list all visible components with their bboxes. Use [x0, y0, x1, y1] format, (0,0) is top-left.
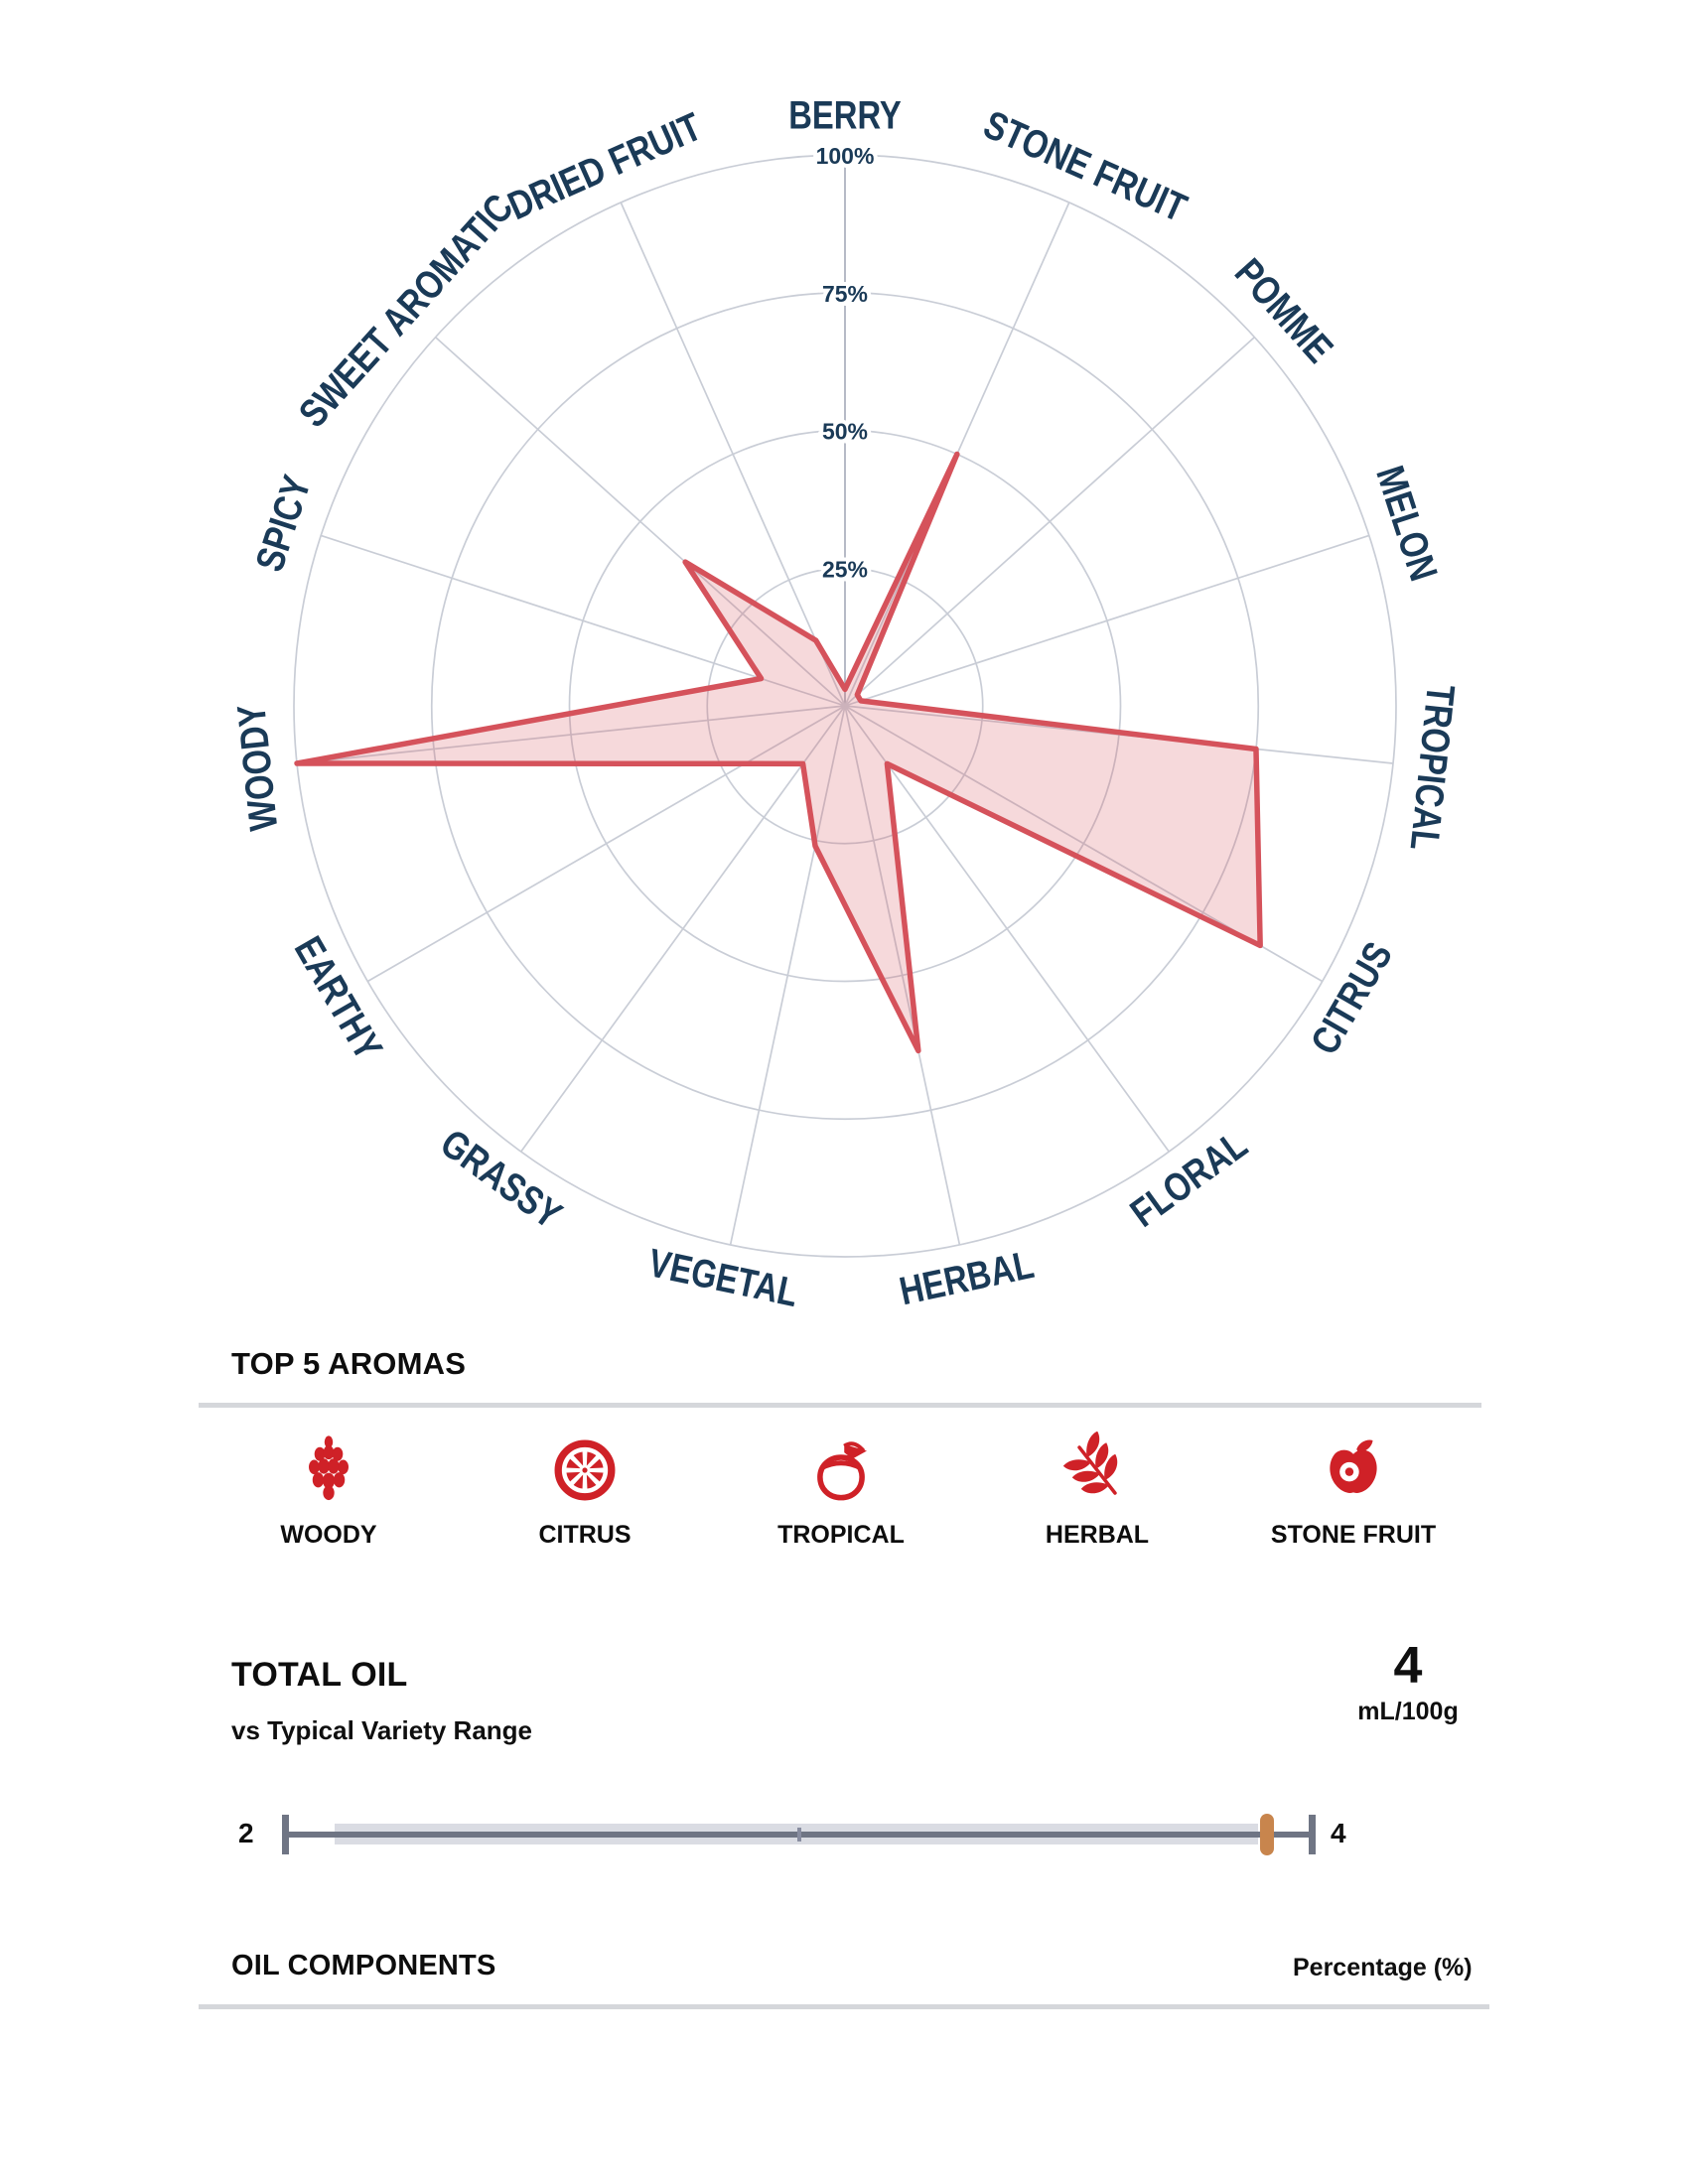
radar-axis-label: TROPICAL — [1402, 683, 1464, 853]
radar-axis-label: CITRUS — [1302, 934, 1401, 1061]
aroma-label: TROPICAL — [777, 1521, 905, 1549]
aroma-item-citrus: CITRUS — [457, 1430, 713, 1550]
radar-spoke — [296, 705, 846, 764]
aroma-label: HERBAL — [1045, 1521, 1150, 1549]
radar-ring-label: 75% — [822, 281, 868, 307]
total-oil-value-block: 4 mL/100g — [1309, 1640, 1507, 1726]
oil-range-right-cap — [1309, 1815, 1316, 1854]
radar-spoke — [844, 705, 1170, 1153]
radar-spoke — [434, 337, 846, 707]
radar-axis-label: SPICY — [246, 470, 319, 576]
aroma-label: CITRUS — [538, 1521, 632, 1549]
radar-axis-label: WOODY — [228, 702, 286, 832]
oil-range-max-label: 4 — [1331, 1818, 1346, 1848]
aroma-label: STONE FRUIT — [1270, 1521, 1437, 1549]
aroma-item-stone-fruit: STONE FRUIT — [1225, 1430, 1481, 1550]
citrus-slice-icon — [554, 1439, 616, 1501]
radar-spoke — [366, 705, 846, 983]
divider — [199, 2004, 1489, 2009]
radar-axis-label: MELON — [1367, 461, 1446, 586]
herb-sprig-icon — [1062, 1432, 1118, 1495]
radar-axis-label: POMME — [1226, 250, 1341, 371]
radar-axis-label: STONE FRUIT — [977, 102, 1193, 231]
radar-spoke — [620, 202, 846, 707]
total-oil-header: TOTAL OIL — [231, 1656, 408, 1694]
total-oil-unit: mL/100g — [1357, 1698, 1459, 1725]
aroma-radar-chart: 25% 50% 75% 100% BERRY STONE FRUIT POMME MELON T… — [228, 92, 1464, 1315]
coconut-drink-icon — [817, 1441, 867, 1501]
total-oil-subheader: vs Typical Variety Range — [231, 1715, 532, 1745]
pinecone-icon — [309, 1435, 349, 1501]
oil-range-left-cap — [282, 1815, 289, 1854]
radar-axis-label: BERRY — [788, 92, 902, 137]
top5-aromas-header: TOP 5 AROMAS — [231, 1346, 467, 1381]
aroma-item-woody: WOODY — [201, 1430, 457, 1550]
radar-spoke — [520, 705, 846, 1153]
radar-spoke — [844, 534, 1370, 707]
oil-components-header: OIL COMPONENTS — [231, 1950, 496, 1981]
aroma-label: WOODY — [280, 1521, 377, 1549]
oil-value-marker — [1260, 1814, 1274, 1855]
divider — [199, 1403, 1481, 1408]
radar-spoke — [844, 705, 961, 1246]
radar-ring-label: 100% — [816, 143, 875, 169]
top5-aromas-row: WOODY CITRUS TROPICAL HERBAL STONE FRUIT — [201, 1430, 1481, 1550]
radar-axis-label: FLORAL — [1122, 1122, 1255, 1235]
oil-range-mid-tick — [797, 1828, 801, 1842]
total-oil-value: 4 — [1393, 1637, 1423, 1695]
radar-axis-label: EARTHY — [286, 929, 391, 1067]
radar-spoke — [844, 337, 1256, 707]
radar-data-polygon — [294, 451, 1263, 1054]
radar-ring-label: 25% — [822, 556, 868, 582]
oil-range-min-label: 2 — [238, 1818, 254, 1848]
radar-axis-label: GRASSY — [433, 1121, 570, 1238]
stone-fruit-icon — [1330, 1439, 1377, 1493]
aroma-item-herbal: HERBAL — [969, 1430, 1225, 1550]
aroma-item-tropical: TROPICAL — [713, 1430, 969, 1550]
radar-spoke — [729, 705, 846, 1246]
radar-axis-label: SWEET AROMATIC — [290, 186, 521, 436]
radar-svg: 25% 50% 75% 100% BERRY STONE FRUIT POMME MELON T… — [228, 92, 1464, 1315]
oil-components-unit-label: Percentage (%) — [1293, 1954, 1473, 1981]
radar-ring-label: 50% — [822, 419, 868, 445]
radar-axis-label: VEGETAL — [644, 1240, 801, 1315]
